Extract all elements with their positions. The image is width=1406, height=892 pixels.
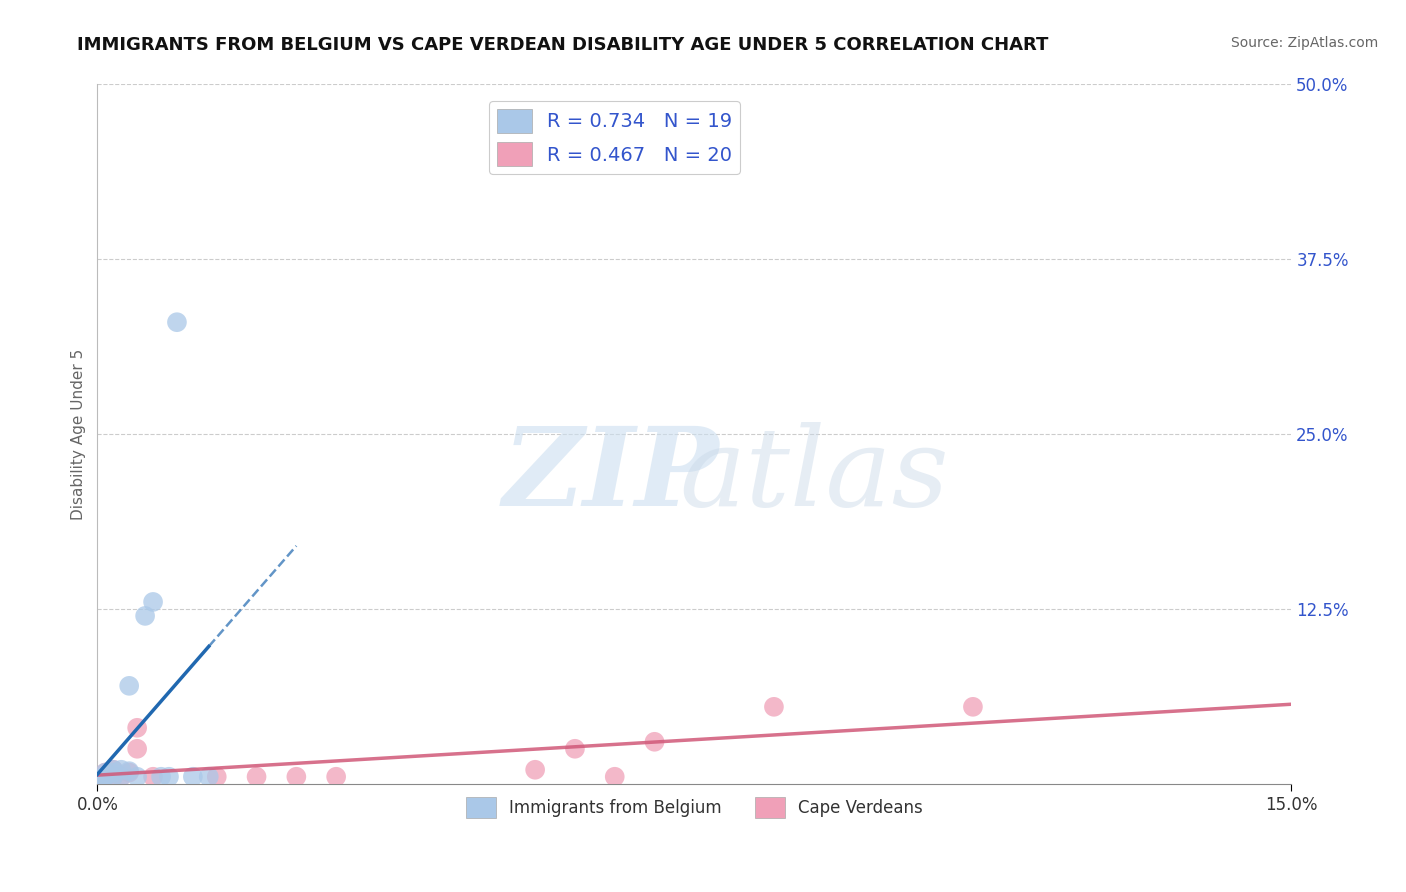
Point [94, 765, 117, 780]
Point [134, 608, 156, 623]
Point [103, 770, 125, 784]
Point [150, 770, 173, 784]
Point [90, 772, 112, 787]
Point [564, 741, 586, 756]
Point [603, 770, 626, 784]
Point [110, 763, 132, 777]
Point [644, 735, 666, 749]
Point [118, 765, 141, 780]
Point [127, 770, 149, 784]
Point [127, 721, 149, 735]
Point [110, 770, 132, 784]
Point [245, 770, 267, 784]
Point [103, 763, 125, 777]
Point [103, 763, 125, 777]
Point [118, 764, 141, 779]
Point [93, 770, 115, 784]
Point [127, 741, 149, 756]
Point [762, 699, 785, 714]
Point [94, 765, 117, 780]
Point [166, 315, 188, 329]
Point [325, 770, 347, 784]
Y-axis label: Disability Age Under 5: Disability Age Under 5 [72, 349, 86, 520]
Point [142, 595, 165, 609]
Text: ZIP: ZIP [502, 422, 718, 530]
Point [157, 770, 180, 784]
Point [205, 770, 228, 784]
Point [181, 770, 204, 784]
Text: IMMIGRANTS FROM BELGIUM VS CAPE VERDEAN DISABILITY AGE UNDER 5 CORRELATION CHART: IMMIGRANTS FROM BELGIUM VS CAPE VERDEAN … [77, 36, 1049, 54]
Point [103, 770, 125, 784]
Point [285, 770, 308, 784]
Point [524, 763, 547, 777]
Point [103, 765, 125, 780]
Text: atlas: atlas [679, 422, 949, 530]
Legend: Immigrants from Belgium, Cape Verdeans: Immigrants from Belgium, Cape Verdeans [458, 790, 929, 824]
Point [94, 770, 117, 784]
Point [110, 770, 132, 784]
Point [90, 772, 112, 787]
Point [197, 770, 219, 784]
Point [962, 699, 984, 714]
Point [118, 679, 141, 693]
Text: Source: ZipAtlas.com: Source: ZipAtlas.com [1230, 36, 1378, 50]
Point [94, 770, 117, 784]
Point [142, 770, 165, 784]
